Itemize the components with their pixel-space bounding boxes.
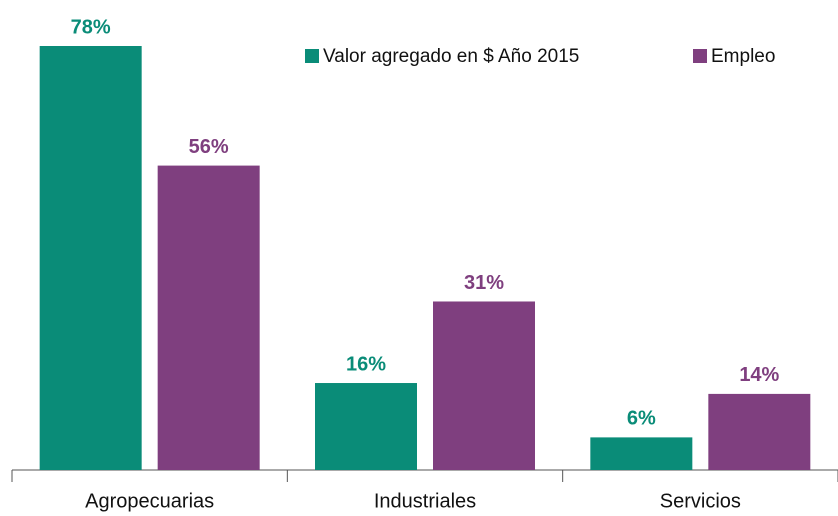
x-tick-label: Agropecuarias	[85, 490, 214, 512]
bar	[39, 46, 142, 470]
data-label: 31%	[464, 272, 504, 294]
bar	[708, 393, 811, 470]
data-label: 78%	[71, 16, 111, 38]
legend-label: Valor agregado en $ Año 2015	[323, 46, 579, 67]
legend-swatch	[305, 49, 319, 63]
data-label: 56%	[189, 136, 229, 158]
bar	[157, 165, 260, 471]
data-label: 14%	[739, 364, 779, 386]
data-label: 6%	[627, 408, 656, 430]
legend-swatch	[693, 49, 707, 63]
bar	[315, 383, 417, 470]
bar	[433, 301, 535, 470]
legend-label: Empleo	[711, 46, 775, 67]
x-tick-label: Industriales	[374, 490, 476, 512]
data-label: 16%	[346, 353, 386, 375]
x-tick-label: Servicios	[660, 490, 741, 512]
bar	[590, 437, 693, 470]
